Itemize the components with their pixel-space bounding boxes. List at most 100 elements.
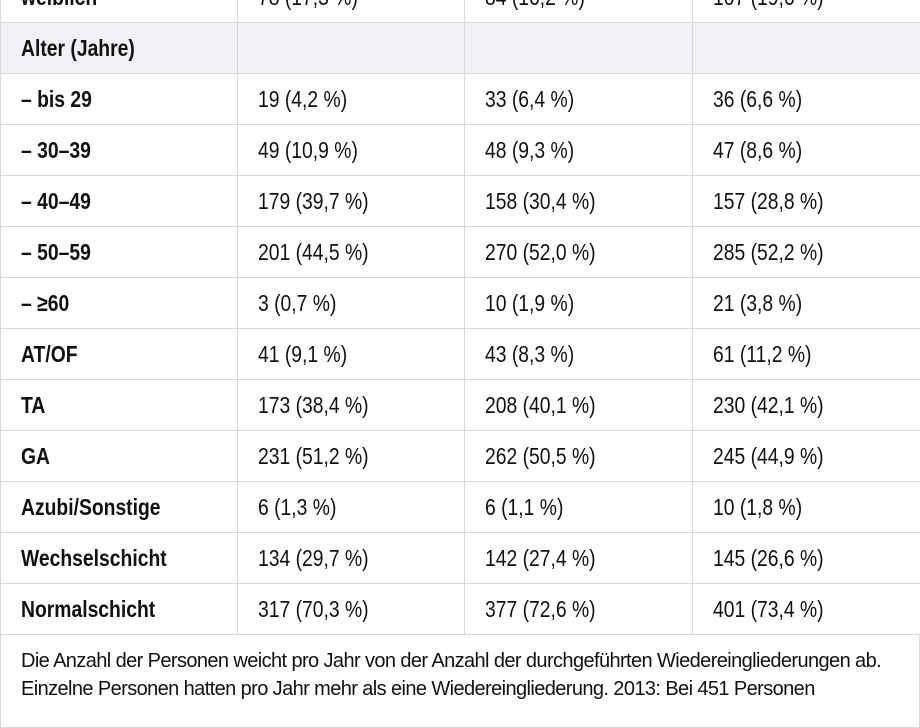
row-label-cell: – 50–59 [1, 227, 238, 278]
cell-text: 158 (30,4 %) [485, 188, 596, 215]
value-cell: 262 (50,5 %) [465, 431, 693, 482]
value-cell: 285 (52,2 %) [693, 227, 920, 278]
value-cell: 107 (19,6 %) [693, 0, 920, 23]
cell-text: Azubi/Sonstige [21, 494, 161, 521]
cell-text: 231 (51,2 %) [258, 443, 369, 470]
cell-text: TA [21, 392, 45, 419]
cell-text: 401 (73,4 %) [713, 596, 824, 623]
table-row: Azubi/Sonstige 6 (1,3 %) 6 (1,1 %) 10 (1,8 … [1, 482, 920, 533]
value-cell: 84 (16,2 %) [465, 0, 693, 23]
cell-text: Alter (Jahre) [21, 35, 135, 62]
value-cell: 157 (28,8 %) [693, 176, 920, 227]
cell-text: GA [21, 443, 50, 470]
value-cell: 377 (72,6 %) [465, 584, 693, 635]
table-row: Wechselschicht 134 (29,7 %) 142 (27,4 %) 14… [1, 533, 920, 584]
value-cell: 36 (6,6 %) [693, 74, 920, 125]
row-label-cell: TA [1, 380, 238, 431]
cell-text: – ≥60 [21, 290, 69, 317]
cell-text: – 50–59 [21, 239, 91, 266]
cell-text: 230 (42,1 %) [713, 392, 824, 419]
cell-text: Wechselschicht [21, 545, 167, 572]
value-cell: 21 (3,8 %) [693, 278, 920, 329]
value-cell: 6 (1,1 %) [465, 482, 693, 533]
row-label-cell: – 30–39 [1, 125, 238, 176]
value-cell: 6 (1,3 %) [238, 482, 465, 533]
cell-text: 33 (6,4 %) [485, 86, 574, 113]
cell-text: 10 (1,9 %) [485, 290, 574, 317]
cell-text: 21 (3,8 %) [713, 290, 802, 317]
value-cell: 61 (11,2 %) [693, 329, 920, 380]
value-cell: 78 (17,3 %) [238, 0, 465, 23]
cell-text: 208 (40,1 %) [485, 392, 596, 419]
row-label-cell: Normalschicht [1, 584, 238, 635]
row-label-cell: Wechselschicht [1, 533, 238, 584]
row-label-cell: – bis 29 [1, 74, 238, 125]
cell-text: 245 (44,9 %) [713, 443, 824, 470]
cell-text: 262 (50,5 %) [485, 443, 596, 470]
cell-text: 179 (39,7 %) [258, 188, 369, 215]
table-row: GA 231 (51,2 %) 262 (50,5 %) 245 (44,9 %) [1, 431, 920, 482]
value-cell: 179 (39,7 %) [238, 176, 465, 227]
cell-text: – 30–39 [21, 137, 91, 164]
row-label-cell: Azubi/Sonstige [1, 482, 238, 533]
cell-text: 84 (16,2 %) [485, 0, 585, 11]
cell-text: AT/OF [21, 341, 78, 368]
table-row: Alter (Jahre) [1, 23, 920, 74]
cell-text: – bis 29 [21, 86, 92, 113]
table-row: Normalschicht 317 (70,3 %) 377 (72,6 %) 401… [1, 584, 920, 635]
value-cell: 401 (73,4 %) [693, 584, 920, 635]
cell-text: 157 (28,8 %) [713, 188, 824, 215]
cell-text: 173 (38,4 %) [258, 392, 369, 419]
table-row: TA 173 (38,4 %) 208 (40,1 %) 230 (42,1 %) [1, 380, 920, 431]
value-cell: 134 (29,7 %) [238, 533, 465, 584]
cell-text: 145 (26,6 %) [713, 545, 824, 572]
value-cell: 33 (6,4 %) [465, 74, 693, 125]
row-label-cell: Alter (Jahre) [1, 23, 238, 74]
value-cell: 201 (44,5 %) [238, 227, 465, 278]
row-label-cell: weiblich [1, 0, 238, 23]
cell-text: – 40–49 [21, 188, 91, 215]
cell-text: 47 (8,6 %) [713, 137, 802, 164]
table-row: – 40–49 179 (39,7 %) 158 (30,4 %) 157 (28,8… [1, 176, 920, 227]
value-cell: 48 (9,3 %) [465, 125, 693, 176]
value-cell: 10 (1,8 %) [693, 482, 920, 533]
cell-text: Normalschicht [21, 596, 155, 623]
value-cell: 49 (10,9 %) [238, 125, 465, 176]
row-label-cell: – 40–49 [1, 176, 238, 227]
value-cell: 19 (4,2 %) [238, 74, 465, 125]
table-row: AT/OF 41 (9,1 %) 43 (8,3 %) 61 (11,2 %) [1, 329, 920, 380]
value-cell: 317 (70,3 %) [238, 584, 465, 635]
cell-text: 49 (10,9 %) [258, 137, 358, 164]
value-cell: 41 (9,1 %) [238, 329, 465, 380]
value-cell: 245 (44,9 %) [693, 431, 920, 482]
value-cell: 230 (42,1 %) [693, 380, 920, 431]
value-cell: 142 (27,4 %) [465, 533, 693, 584]
row-label-cell: GA [1, 431, 238, 482]
cell-text: 3 (0,7 %) [258, 290, 336, 317]
value-cell: 10 (1,9 %) [465, 278, 693, 329]
cell-text: 134 (29,7 %) [258, 545, 369, 572]
value-cell: 270 (52,0 %) [465, 227, 693, 278]
cell-text: 43 (8,3 %) [485, 341, 574, 368]
value-cell: 158 (30,4 %) [465, 176, 693, 227]
value-cell: 47 (8,6 %) [693, 125, 920, 176]
footnote: Die Anzahl der Personen weicht pro Jahr … [0, 635, 920, 728]
table-row: – 50–59 201 (44,5 %) 270 (52,0 %)285 (52,2… [1, 227, 920, 278]
cell-text: 41 (9,1 %) [258, 341, 347, 368]
cell-text: 107 (19,6 %) [713, 0, 824, 11]
table-row: weiblich78 (17,3 %) 84 (16,2 %) 107 (19,6 … [1, 0, 920, 23]
table-row: – ≥60 3 (0,7 %) 10 (1,9 %) 21 (3,8 %) [1, 278, 920, 329]
cell-text: 317 (70,3 %) [258, 596, 369, 623]
table-row: – 30–39 49 (10,9 %) 48 (9,3 %) 47 (8,6 %) [1, 125, 920, 176]
value-cell: 173 (38,4 %) [238, 380, 465, 431]
page: weiblich78 (17,3 %) 84 (16,2 %) 107 (19,6 … [0, 0, 920, 690]
cell-text: 201 (44,5 %) [258, 239, 369, 266]
cell-text: 19 (4,2 %) [258, 86, 347, 113]
value-cell: 208 (40,1 %) [465, 380, 693, 431]
value-cell: 3 (0,7 %) [238, 278, 465, 329]
table-row: – bis 29 19 (4,2 %) 33 (6,4 %) 36 (6,6 %) [1, 74, 920, 125]
value-cell [693, 23, 920, 74]
cell-text: 142 (27,4 %) [485, 545, 596, 572]
cell-text: 6 (1,1 %) [485, 494, 563, 521]
